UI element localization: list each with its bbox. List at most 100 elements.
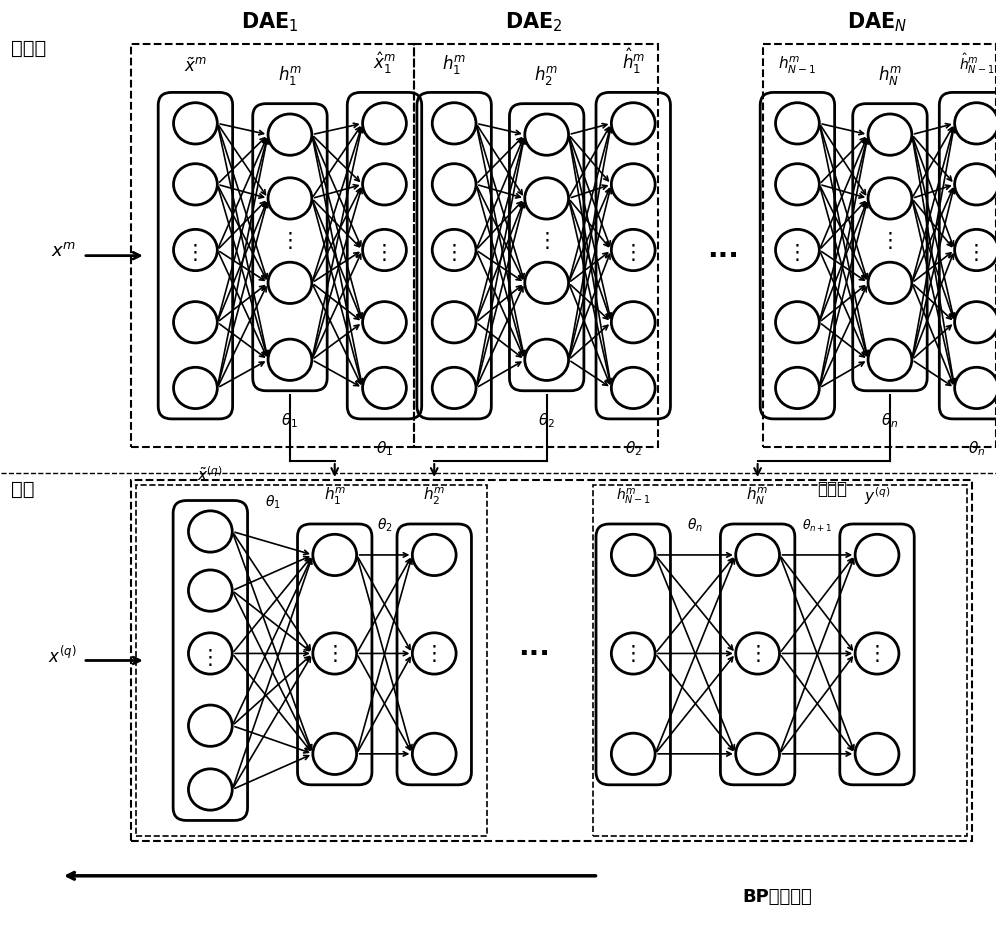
Text: ⋮: ⋮	[374, 244, 395, 263]
Text: ⋮: ⋮	[867, 645, 887, 664]
Circle shape	[736, 534, 780, 576]
Circle shape	[525, 114, 569, 155]
Circle shape	[313, 733, 357, 774]
Circle shape	[736, 733, 780, 774]
Circle shape	[188, 632, 232, 674]
Circle shape	[611, 733, 655, 774]
Circle shape	[313, 632, 357, 674]
Text: ⋮: ⋮	[536, 231, 557, 250]
Circle shape	[432, 230, 476, 271]
Circle shape	[855, 534, 899, 576]
Circle shape	[268, 339, 312, 380]
Text: 分类层: 分类层	[817, 480, 847, 498]
Text: $h_{N-1}^m$: $h_{N-1}^m$	[616, 487, 651, 507]
Circle shape	[188, 769, 232, 810]
Circle shape	[268, 263, 312, 304]
Text: $x^m$: $x^m$	[51, 242, 76, 260]
Circle shape	[188, 511, 232, 552]
Circle shape	[363, 367, 406, 408]
Text: $\theta_1$: $\theta_1$	[281, 411, 298, 430]
Text: ⋮: ⋮	[966, 244, 987, 263]
Text: $\theta_n$: $\theta_n$	[881, 411, 899, 430]
Circle shape	[776, 367, 819, 408]
Text: ⋮: ⋮	[623, 244, 644, 263]
Text: 预训练: 预训练	[11, 39, 47, 58]
Text: $h_1^m$: $h_1^m$	[324, 486, 346, 507]
Text: ⋮: ⋮	[200, 648, 221, 668]
Text: $\mathbf{DAE_{\mathit{1}}}$: $\mathbf{DAE_{\mathit{1}}}$	[241, 10, 299, 34]
Circle shape	[432, 367, 476, 408]
Text: $\mathbf{DAE_{\mathit{N}}}$: $\mathbf{DAE_{\mathit{N}}}$	[847, 10, 907, 34]
Circle shape	[412, 733, 456, 774]
Circle shape	[525, 178, 569, 219]
Text: $x^{(q)}$: $x^{(q)}$	[48, 646, 76, 666]
Text: $h_N^m$: $h_N^m$	[746, 486, 769, 507]
Text: $\theta_2$: $\theta_2$	[625, 439, 642, 458]
Circle shape	[412, 632, 456, 674]
Circle shape	[174, 302, 217, 343]
Text: ⋮: ⋮	[280, 231, 300, 250]
Circle shape	[611, 367, 655, 408]
Text: ⋮: ⋮	[444, 244, 465, 263]
Text: ⋮: ⋮	[787, 244, 808, 263]
Circle shape	[363, 302, 406, 343]
Circle shape	[776, 103, 819, 144]
Text: $\theta_2$: $\theta_2$	[538, 411, 555, 430]
Circle shape	[313, 534, 357, 576]
Circle shape	[611, 302, 655, 343]
Circle shape	[174, 164, 217, 205]
Circle shape	[868, 263, 912, 304]
Circle shape	[432, 302, 476, 343]
Text: ⋮: ⋮	[623, 645, 644, 664]
Text: $\theta_1$: $\theta_1$	[265, 493, 280, 511]
Circle shape	[611, 632, 655, 674]
Circle shape	[432, 164, 476, 205]
Circle shape	[955, 367, 998, 408]
Text: 微调: 微调	[11, 480, 35, 499]
Circle shape	[268, 114, 312, 155]
Circle shape	[412, 534, 456, 576]
Circle shape	[174, 367, 217, 408]
Text: ···: ···	[518, 641, 550, 668]
Text: ⋮: ⋮	[880, 231, 900, 250]
Text: $\theta_n$: $\theta_n$	[687, 517, 703, 534]
Circle shape	[174, 103, 217, 144]
Text: $\theta_n$: $\theta_n$	[968, 439, 985, 458]
Circle shape	[611, 230, 655, 271]
Text: BP反向微调: BP反向微调	[743, 888, 812, 906]
Text: $\tilde{x}^{(q)}$: $\tilde{x}^{(q)}$	[197, 465, 223, 484]
Circle shape	[868, 339, 912, 380]
Circle shape	[432, 103, 476, 144]
Text: ⋮: ⋮	[185, 244, 206, 263]
Text: ···: ···	[707, 242, 739, 270]
Circle shape	[736, 632, 780, 674]
Text: $\theta_2$: $\theta_2$	[377, 517, 392, 534]
Circle shape	[611, 103, 655, 144]
Text: $\hat{x}_1^m$: $\hat{x}_1^m$	[373, 50, 396, 76]
Circle shape	[525, 263, 569, 304]
Circle shape	[776, 230, 819, 271]
Circle shape	[855, 733, 899, 774]
Circle shape	[363, 164, 406, 205]
Text: $h_1^m$: $h_1^m$	[442, 53, 466, 76]
Text: $\theta_{n+1}$: $\theta_{n+1}$	[802, 518, 833, 534]
Text: $h_2^m$: $h_2^m$	[423, 486, 445, 507]
Circle shape	[776, 164, 819, 205]
Circle shape	[868, 178, 912, 219]
Circle shape	[268, 178, 312, 219]
Text: $\hat{h}_1^m$: $\hat{h}_1^m$	[622, 46, 645, 76]
Text: $y^{(q)}$: $y^{(q)}$	[864, 486, 890, 507]
Text: $\hat{h}_{N-1}^m$: $\hat{h}_{N-1}^m$	[959, 52, 994, 76]
Circle shape	[174, 230, 217, 271]
Circle shape	[611, 534, 655, 576]
Text: $h_N^m$: $h_N^m$	[878, 64, 902, 88]
Circle shape	[363, 230, 406, 271]
Text: $h_1^m$: $h_1^m$	[278, 64, 302, 88]
Text: ⋮: ⋮	[424, 645, 445, 664]
Circle shape	[363, 103, 406, 144]
Text: $\tilde{x}^m$: $\tilde{x}^m$	[184, 57, 207, 76]
Circle shape	[188, 570, 232, 612]
Text: $h_2^m$: $h_2^m$	[534, 64, 559, 88]
Circle shape	[955, 230, 998, 271]
Circle shape	[868, 114, 912, 155]
